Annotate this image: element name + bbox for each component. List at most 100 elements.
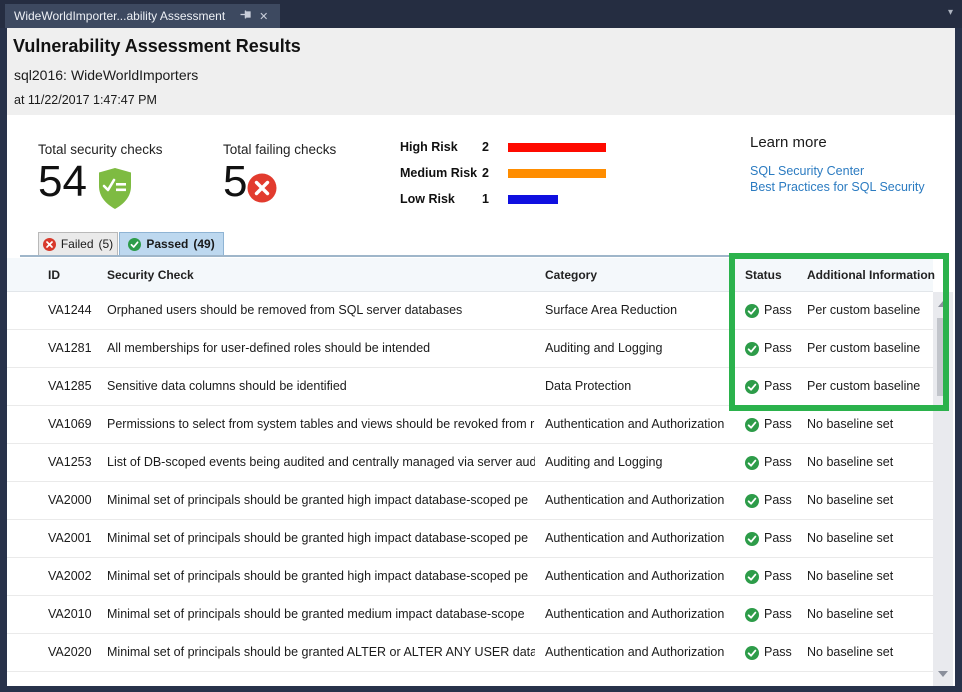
tabs-underline [20,255,943,257]
table-row[interactable]: VA1253 List of DB-scoped events being au… [7,444,933,482]
column-header-id[interactable]: ID [48,268,60,282]
row-id: VA2000 [48,493,92,507]
document-tab-title: WideWorldImporter...ability Assessment [14,9,226,23]
row-id: VA1244 [48,303,92,317]
table-row[interactable]: VA1285 Sensitive data columns should be … [7,368,933,406]
row-status-label: Pass [764,303,792,317]
failing-checks-label: Total failing checks [223,142,337,157]
row-status-label: Pass [764,645,792,659]
document-tab[interactable]: WideWorldImporter...ability Assessment ✕ [5,4,281,28]
vertical-scrollbar[interactable] [933,292,953,686]
assessment-pane: Vulnerability Assessment Results sql2016… [7,28,955,686]
row-status-label: Pass [764,417,792,431]
table-row[interactable]: VA2002 Minimal set of principals should … [7,558,933,596]
row-check: Sensitive data columns should be identif… [107,379,347,393]
risk-count: 1 [482,192,489,206]
risk-label: High Risk [400,140,458,154]
row-category: Surface Area Reduction [545,303,678,317]
row-id: VA1253 [48,455,92,469]
row-status-label: Pass [764,531,792,545]
table-row[interactable]: VA2001 Minimal set of principals should … [7,520,933,558]
row-status-label: Pass [764,379,792,393]
pin-icon[interactable] [238,9,253,24]
pass-circle-icon [745,304,759,321]
pass-circle-icon [745,608,759,625]
row-info: Per custom baseline [807,341,921,355]
column-header-security-check[interactable]: Security Check [107,268,194,282]
column-header-status[interactable]: Status [745,268,782,282]
table-row[interactable]: VA1281 All memberships for user-defined … [7,330,933,368]
row-category: Authentication and Authorization [545,569,725,583]
row-category: Authentication and Authorization [545,493,725,507]
pass-circle-icon [745,380,759,397]
scrollbar-thumb[interactable] [937,318,949,396]
row-info: No baseline set [807,531,894,545]
row-info: No baseline set [807,455,894,469]
tab-failed[interactable]: Failed (5) [38,232,118,255]
row-info: No baseline set [807,569,894,583]
risk-row-medium: Medium Risk 2 [400,165,606,181]
row-status-label: Pass [764,341,792,355]
table-row[interactable]: VA2010 Minimal set of principals should … [7,596,933,634]
risk-row-high: High Risk 2 [400,139,606,155]
link-best-practices[interactable]: Best Practices for SQL Security [750,180,925,194]
column-header-additional-information[interactable]: Additional Information [807,268,935,282]
row-id: VA2002 [48,569,92,583]
tab-passed-count: (49) [193,237,215,251]
row-id: VA1069 [48,417,92,431]
row-check: List of DB-scoped events being audited a… [107,455,535,469]
row-id: VA1285 [48,379,92,393]
pass-circle-icon [745,456,759,473]
table-row[interactable]: VA2020 Minimal set of principals should … [7,634,933,672]
tab-failed-count: (5) [98,237,114,251]
row-check: All memberships for user-defined roles s… [107,341,431,355]
table-row[interactable]: VA2000 Minimal set of principals should … [7,482,933,520]
row-info: No baseline set [807,493,894,507]
tab-passed-label: Passed [146,237,189,251]
tab-list-dropdown-icon[interactable]: ▾ [947,7,953,18]
risk-bar-low [508,194,558,204]
server-line: sql2016: WideWorldImporters [14,67,198,83]
row-check: Orphaned users should be removed from SQ… [107,303,463,317]
close-icon[interactable]: ✕ [259,10,269,23]
risk-bar-medium [508,168,606,178]
pass-circle-icon [745,570,759,587]
row-check: Minimal set of principals should be gran… [107,607,525,621]
row-category: Authentication and Authorization [545,531,725,545]
risk-label: Medium Risk [400,166,478,180]
row-category: Auditing and Logging [545,455,663,469]
scroll-down-icon[interactable] [938,671,948,677]
pass-circle-icon [745,646,759,663]
table-row[interactable]: VA1069 Permissions to select from system… [7,406,933,444]
page-title: Vulnerability Assessment Results [13,36,301,56]
scroll-up-icon[interactable] [938,301,948,307]
row-id: VA2020 [48,645,92,659]
row-category: Authentication and Authorization [545,645,725,659]
scan-timestamp: at 11/22/2017 1:47:47 PM [14,93,157,107]
row-category: Data Protection [545,379,632,393]
total-checks-label: Total security checks [38,142,163,157]
row-check: Minimal set of principals should be gran… [107,569,529,583]
tab-passed[interactable]: Passed (49) [119,232,224,255]
fail-circle-icon [247,173,277,208]
row-id: VA2001 [48,531,92,545]
pass-circle-icon [745,418,759,435]
table-header: ID Security Check Category Status Additi… [7,258,935,292]
pass-circle-icon [128,237,142,251]
row-info: Per custom baseline [807,379,921,393]
row-info: Per custom baseline [807,303,921,317]
tab-failed-label: Failed [60,237,94,251]
learn-more-title: Learn more [750,134,827,151]
table-row[interactable]: VA1244 Orphaned users should be removed … [7,292,933,330]
row-status-label: Pass [764,493,792,507]
fail-circle-icon [42,237,56,251]
row-category: Auditing and Logging [545,341,663,355]
row-id: VA1281 [48,341,92,355]
risk-row-low: Low Risk 1 [400,191,558,207]
pass-circle-icon [745,342,759,359]
column-header-category[interactable]: Category [545,268,598,282]
row-info: No baseline set [807,645,894,659]
row-id: VA2010 [48,607,92,621]
link-sql-security-center[interactable]: SQL Security Center [750,164,865,178]
